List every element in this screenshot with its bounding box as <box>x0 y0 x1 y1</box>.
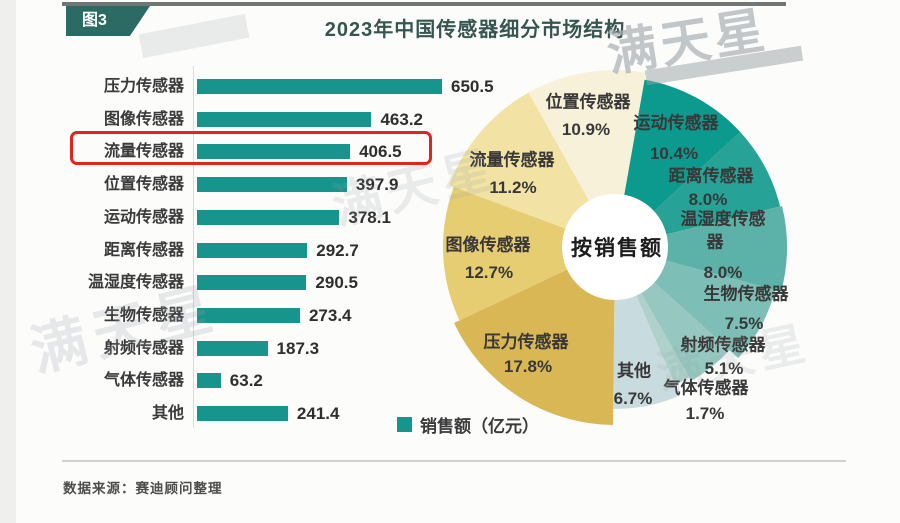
bar <box>197 307 300 323</box>
bar <box>197 242 308 258</box>
data-source: 数据来源：赛迪顾问整理 <box>63 481 223 496</box>
bar-category-label: 流量传感器 <box>103 143 184 161</box>
bar-category-label: 生物传感器 <box>103 306 184 324</box>
bar-row: 距离传感器 292.7 <box>62 242 532 260</box>
bar-chart: 压力传感器 650.5 图像传感器 463.2 流量传感器 406.5 位置传感器 397.9… <box>62 70 532 440</box>
top-rule <box>62 2 786 6</box>
bar <box>197 340 268 356</box>
bar-row: 运动传感器 378.1 <box>62 209 532 227</box>
pie-slice <box>449 92 615 247</box>
bar-row: 图像传感器 463.2 <box>62 111 532 129</box>
bar <box>197 406 288 421</box>
bar <box>197 209 340 225</box>
figure-badge: 图3 <box>66 6 150 36</box>
donut-hole <box>562 194 668 300</box>
highlight-box <box>70 131 432 165</box>
bar-category-label: 气体传感器 <box>103 372 184 390</box>
bar-value: 463.2 <box>380 109 423 129</box>
bar-row: 位置传感器 397.9 <box>62 176 532 194</box>
chart-title: 2023年中国传感器细分市场结构 <box>324 19 626 41</box>
bar-legend: 销售额（亿元） <box>397 412 539 437</box>
bar <box>197 144 351 160</box>
donut-chart <box>442 69 787 425</box>
bar-value: 650.5 <box>451 77 494 96</box>
bar-category-label: 位置传感器 <box>103 176 184 194</box>
bar-axis-line <box>193 66 194 428</box>
bar-category-label: 图像传感器 <box>103 110 184 128</box>
bar-category-label: 温湿度传感器 <box>87 274 184 292</box>
bar-value: 292.7 <box>316 240 359 260</box>
bar-value: 241.4 <box>296 404 340 423</box>
bar-category-label: 压力传感器 <box>103 78 184 95</box>
bar <box>197 373 221 389</box>
bar-value: 406.5 <box>359 142 402 162</box>
footer-divider <box>62 460 846 462</box>
bar-row: 温湿度传感器 290.5 <box>62 274 532 292</box>
bar <box>197 79 442 94</box>
bar-row: 其他 241.4 <box>62 405 532 423</box>
bar <box>197 275 307 291</box>
bar-value: 378.1 <box>348 207 391 227</box>
bar-value: 273.4 <box>308 305 352 325</box>
bar-category-label: 距离传感器 <box>103 241 184 259</box>
bar-row: 射频传感器 187.3 <box>62 340 532 358</box>
bar-row: 气体传感器 63.2 <box>62 372 532 390</box>
legend-label: 销售额（亿元） <box>420 417 539 436</box>
bar-row: 流量传感器 406.5 <box>62 143 532 161</box>
bar-category-label: 运动传感器 <box>103 208 184 226</box>
bar-value: 187.3 <box>276 338 320 358</box>
pie-slice <box>615 206 787 292</box>
bar-row: 压力传感器 650.5 <box>62 78 532 96</box>
bar-value: 63.2 <box>229 371 263 391</box>
legend-swatch <box>397 417 412 432</box>
bar-category-label: 其他 <box>151 405 184 422</box>
bar-category-label: 射频传感器 <box>103 339 184 357</box>
bar-value: 397.9 <box>355 175 399 195</box>
donut-center-label: 按销售额 <box>571 237 663 260</box>
figure-badge-label: 图3 <box>82 12 107 29</box>
bar <box>197 111 372 127</box>
bar-value: 290.5 <box>315 273 358 293</box>
pie-slice <box>442 186 615 321</box>
page-margin-strip <box>0 0 16 523</box>
bar-row: 生物传感器 273.4 <box>62 307 532 325</box>
bar <box>197 177 347 193</box>
pie-slice <box>454 247 615 425</box>
